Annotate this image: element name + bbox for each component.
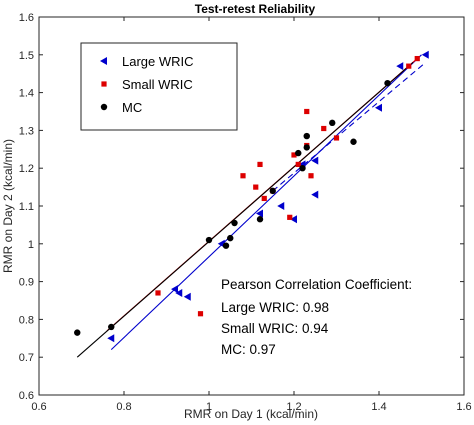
data-point-series-3 [303, 144, 310, 151]
x-tick-label: 0.6 [31, 401, 46, 413]
data-point-series-3 [222, 242, 230, 249]
legend-marker-series-1 [100, 57, 107, 65]
data-point-series-3 [299, 165, 306, 172]
legend-marker-series-2 [101, 81, 107, 87]
data-point-series-1 [421, 50, 429, 59]
fit-line-series-3 [76, 61, 414, 358]
y-axis: 0.6 0.7 0.8 0.9 1 1.1 1.2 1.3 1.4 1.5 1.6 [19, 12, 464, 402]
dashed-fit-line-1 [272, 61, 427, 192]
data-point-series-1 [311, 156, 319, 165]
x-tick-label: 1.2 [286, 401, 301, 413]
data-point-series-3 [227, 234, 234, 242]
data-point-series-3 [205, 236, 213, 244]
data-point-series-2 [287, 214, 293, 220]
data-point-series-1 [311, 190, 319, 199]
y-tick-label: 1.1 [19, 201, 34, 213]
data-point-series-1 [107, 334, 115, 343]
data-point-series-2 [257, 161, 263, 168]
x-tick-label: 0.8 [116, 401, 131, 413]
data-point-series-1 [396, 62, 404, 71]
data-point-series-1 [290, 215, 297, 224]
legend: Large WRIC Small WRIC MC [80, 42, 238, 131]
data-point-series-2 [253, 184, 259, 190]
data-point-series-2 [308, 173, 314, 179]
data-point-series-2 [321, 125, 327, 132]
y-tick-label: 1.4 [19, 88, 34, 100]
data-point-series-1 [175, 288, 183, 297]
data-point-series-1 [183, 292, 191, 301]
y-tick-label: 0.8 [19, 314, 34, 326]
plot-marks [74, 50, 429, 358]
legend-label-series-1: Large WRIC [122, 54, 194, 69]
data-point-series-1 [375, 103, 382, 112]
correlation-annotation: Pearson Correlation Coefficient: Large W… [221, 277, 412, 357]
legend-items: Large WRIC Small WRIC MC [100, 54, 194, 115]
data-point-series-3 [350, 138, 357, 145]
data-point-series-2 [197, 311, 204, 317]
chart-title: Test-retest Reliability [195, 2, 316, 16]
data-point-series-2 [240, 173, 246, 179]
data-point-series-2 [291, 152, 297, 158]
x-tick-label: 1.4 [371, 401, 386, 413]
legend-marker-series-3 [100, 103, 108, 111]
y-axis-label: RMR on Day 2 (kcal/min) [1, 139, 15, 273]
data-point-series-2 [414, 55, 420, 62]
y-tick-label: 1.6 [19, 12, 34, 24]
data-point-series-3 [256, 216, 264, 223]
data-point-series-2 [304, 108, 310, 115]
y-tick-label: 1.3 [19, 125, 34, 137]
y-tick-label: 1.5 [19, 50, 34, 62]
y-tick-label: 0.6 [19, 390, 34, 402]
y-tick-label: 0.7 [19, 352, 34, 364]
annotation-line-3: Small WRIC: 0.94 [221, 321, 329, 336]
legend-label-series-3: MC [122, 100, 142, 115]
x-tick-label: 1 [206, 401, 212, 413]
data-point-series-2 [333, 135, 340, 141]
data-point-series-1 [277, 202, 285, 210]
data-point-series-3 [231, 219, 238, 227]
data-point-series-2 [406, 63, 412, 69]
data-point-series-2 [295, 161, 301, 168]
data-point-series-3 [303, 132, 310, 140]
data-point-series-3 [384, 79, 391, 87]
data-point-series-3 [108, 323, 115, 331]
data-point-series-3 [295, 149, 302, 157]
x-tick-label: 1.6 [456, 401, 471, 413]
annotation-line-1: Pearson Correlation Coefficient: [221, 277, 412, 292]
data-point-series-3 [269, 187, 276, 195]
y-tick-label: 1.2 [19, 163, 34, 175]
data-point-series-1 [256, 209, 263, 218]
fit-line-series-1 [110, 54, 422, 351]
legend-label-series-2: Small WRIC [122, 77, 193, 92]
x-axis-label: RMR on Day 1 (kcal/min) [184, 407, 318, 421]
data-point-series-2 [155, 290, 161, 296]
data-point-series-3 [329, 119, 336, 127]
data-point-series-3 [74, 329, 81, 336]
data-point-series-2 [261, 195, 267, 202]
y-tick-label: 0.9 [19, 277, 34, 289]
y-tick-label: 1 [28, 239, 34, 251]
data-point-series-1 [171, 285, 178, 294]
x-axis: 0.6 0.8 1 1.2 1.4 1.6 [31, 17, 472, 413]
annotation-line-4: MC: 0.97 [221, 342, 276, 357]
annotation-line-2: Large WRIC: 0.98 [221, 300, 329, 315]
